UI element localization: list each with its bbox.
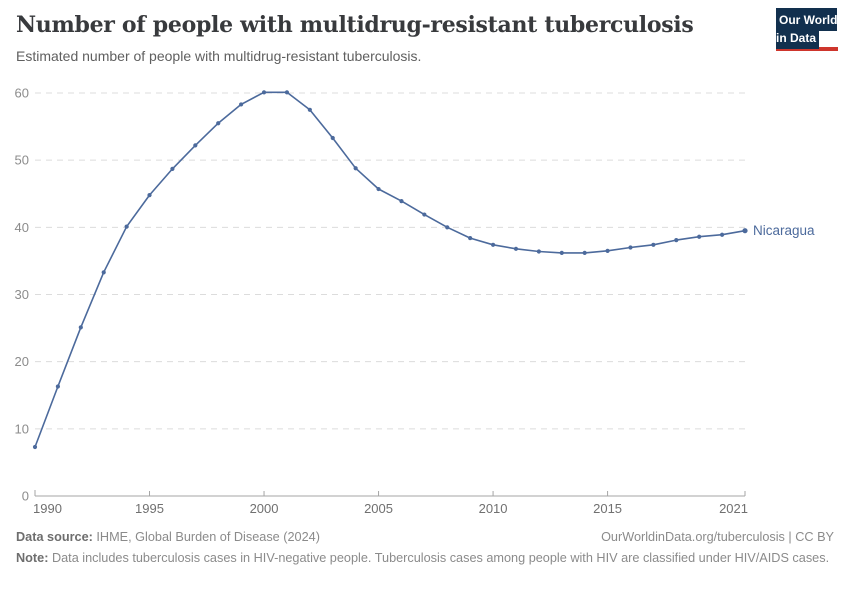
data-point (376, 186, 381, 192)
owid-logo-text: Our World in Data (776, 8, 838, 49)
data-point (582, 250, 587, 255)
data-point (697, 234, 702, 239)
data-source-label: Data source: (16, 530, 93, 544)
data-point (605, 248, 610, 253)
data-point (468, 235, 473, 241)
data-point (78, 325, 83, 330)
x-tick-label: 2015 (593, 501, 622, 516)
x-tick-label: 1995 (135, 501, 164, 516)
data-point (307, 107, 312, 112)
page-title: Number of people with multidrug-resistan… (16, 12, 694, 38)
data-point (193, 143, 198, 148)
data-point (651, 242, 656, 247)
data-point (124, 224, 129, 229)
data-point (284, 90, 290, 95)
series-end-label: Nicaragua (753, 223, 815, 238)
data-point (674, 237, 679, 243)
data-point (55, 384, 61, 389)
data-point (399, 199, 404, 204)
y-tick-label: 10 (15, 421, 29, 436)
owid-logo-line1: Our World (779, 13, 838, 27)
data-point (353, 166, 358, 171)
data-point (513, 246, 519, 251)
y-tick-label: 50 (15, 153, 29, 168)
owid-logo-redbar (776, 47, 838, 51)
data-point (261, 90, 267, 95)
y-tick-label: 20 (15, 354, 29, 369)
owid-logo-line2: in Data (776, 31, 817, 45)
note-text: Data includes tuberculosis cases in HIV-… (48, 551, 830, 566)
data-point (330, 135, 335, 141)
data-point (147, 192, 152, 198)
data-point (239, 102, 244, 107)
data-source: Data source: IHME, Global Burden of Dise… (16, 528, 320, 547)
y-tick-label: 30 (15, 287, 29, 302)
note-label: Note: (16, 551, 49, 566)
y-tick-label: 60 (15, 86, 29, 101)
data-point (742, 228, 748, 234)
data-point (216, 121, 221, 126)
data-point (422, 212, 427, 217)
y-tick-label: 0 (22, 489, 29, 504)
x-tick-label: 2010 (479, 501, 508, 516)
data-point (559, 250, 564, 255)
x-tick-label: 2021 (719, 501, 748, 516)
data-point (628, 245, 633, 250)
x-tick-label: 1990 (33, 501, 62, 516)
data-point (536, 249, 541, 254)
x-tick-label: 2005 (364, 501, 393, 516)
chart-footer: Data source: IHME, Global Burden of Dise… (16, 528, 834, 568)
data-point (719, 232, 725, 237)
data-source-text: IHME, Global Burden of Disease (2024) (92, 530, 320, 544)
data-point (490, 242, 496, 247)
data-point (101, 270, 106, 275)
data-point (32, 444, 38, 450)
data-point (445, 225, 450, 230)
data-line (34, 91, 746, 448)
x-tick-label: 2000 (250, 501, 279, 516)
chart-header: Number of people with multidrug-resistan… (16, 12, 750, 65)
y-tick-label: 40 (15, 220, 29, 235)
license-link[interactable]: OurWorldinData.org/tuberculosis | CC BY (601, 530, 834, 544)
owid-logo[interactable]: Our World in Data (776, 8, 838, 51)
chart-note: Note: Data includes tuberculosis cases i… (16, 549, 834, 568)
data-point (170, 166, 175, 171)
chart-subtitle: Estimated number of people with multidru… (16, 47, 422, 64)
